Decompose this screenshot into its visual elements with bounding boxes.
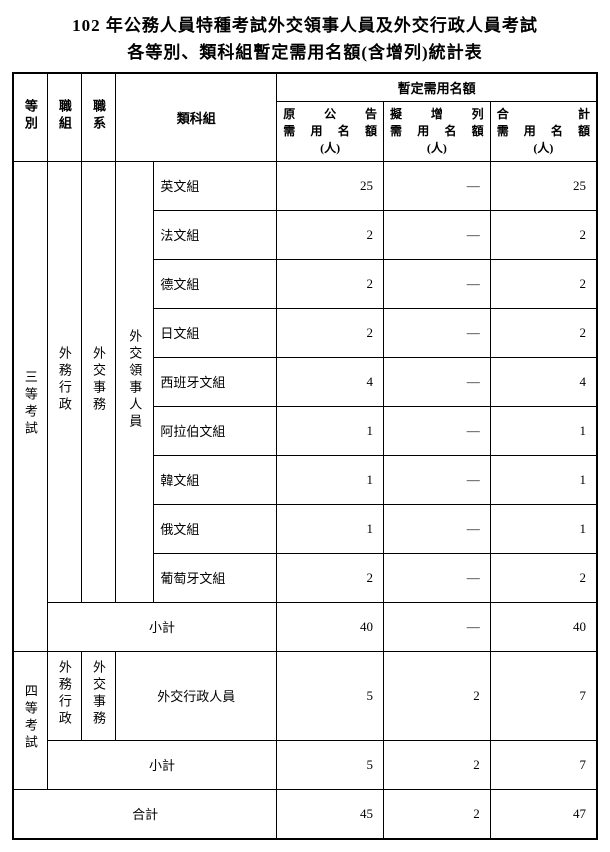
cell-a: 2 [277,308,384,357]
cell-cat-name: 俄文組 [154,504,277,553]
title-line-2: 各等別、類科組暫定需用名額(含增列)統計表 [127,43,482,62]
hdr-col2: 擬 增 列 需 用 名 額 (人) [383,102,490,161]
cell-c: 2 [490,553,597,602]
cell-catprefix3: 外交領事人員 [116,161,154,602]
cell-cat-name: 德文組 [154,259,277,308]
cell-cat-name: 英文組 [154,161,277,210]
cell-b: — [383,259,490,308]
hdr-col1: 原 公 告 需 用 名 額 (人) [277,102,384,161]
cell-a: 5 [277,651,384,740]
cell-cat-name: 葡萄牙文組 [154,553,277,602]
cell-a: 1 [277,455,384,504]
cell-b: — [383,161,490,210]
table-row: 三等考試 外務行政 外交事務 外交領事人員 英文組 25 — 25 [13,161,597,210]
cell-a: 25 [277,161,384,210]
cell-level3: 三等考試 [13,161,47,651]
subtotal-label: 小計 [47,602,277,651]
cell-c: 7 [490,651,597,740]
cell-c: 1 [490,455,597,504]
cell-a: 2 [277,210,384,259]
cell-a: 1 [277,406,384,455]
hdr-quota-group: 暫定需用名額 [277,73,597,102]
cell-b: — [383,308,490,357]
hdr-job-group: 職組 [47,73,81,161]
cell-level4: 四等考試 [13,651,47,789]
cell-c: 1 [490,504,597,553]
cell-c: 2 [490,308,597,357]
subtotal-row: 小計 40 — 40 [13,602,597,651]
cell-jobseries4: 外交事務 [81,651,115,740]
cell-a: 40 [277,602,384,651]
cell-a: 4 [277,357,384,406]
doc-title: 102 年公務人員特種考試外交領事人員及外交行政人員考試 各等別、類科組暫定需用… [12,12,598,66]
cell-cat-name: 法文組 [154,210,277,259]
hdr-job-series: 職系 [81,73,115,161]
cell-cat-name: 日文組 [154,308,277,357]
cell-c: 25 [490,161,597,210]
cell-c: 47 [490,789,597,839]
cell-jobgroup4: 外務行政 [47,651,81,740]
cell-a: 1 [277,504,384,553]
cell-b: — [383,455,490,504]
cell-c: 7 [490,740,597,789]
cell-c: 4 [490,357,597,406]
cell-b: — [383,357,490,406]
cell-c: 1 [490,406,597,455]
cell-b: 2 [383,740,490,789]
cell-b: — [383,553,490,602]
cell-cat-name: 西班牙文組 [154,357,277,406]
cell-jobseries3: 外交事務 [81,161,115,602]
hdr-category: 類科組 [116,73,277,161]
title-line-1: 102 年公務人員特種考試外交領事人員及外交行政人員考試 [72,16,538,35]
cell-b: 2 [383,789,490,839]
cell-a: 2 [277,553,384,602]
cell-c: 2 [490,210,597,259]
total-row: 合計 45 2 47 [13,789,597,839]
cell-b: — [383,210,490,259]
hdr-col3: 合 計 需 用 名 額 (人) [490,102,597,161]
cell-cat-name: 阿拉伯文組 [154,406,277,455]
table-row: 四等考試 外務行政 外交事務 外交行政人員 5 2 7 [13,651,597,740]
cell-b: 2 [383,651,490,740]
cell-cat-name: 外交行政人員 [116,651,277,740]
hdr-level: 等別 [13,73,47,161]
cell-b: — [383,406,490,455]
subtotal-label: 小計 [47,740,277,789]
cell-jobgroup3: 外務行政 [47,161,81,602]
quota-table: 等別 職組 職系 類科組 暫定需用名額 原 公 告 需 用 名 額 (人) 擬 … [12,72,598,839]
cell-a: 2 [277,259,384,308]
cell-b: — [383,602,490,651]
total-label: 合計 [13,789,277,839]
cell-a: 45 [277,789,384,839]
cell-c: 40 [490,602,597,651]
cell-cat-name: 韓文組 [154,455,277,504]
cell-a: 5 [277,740,384,789]
cell-b: — [383,504,490,553]
cell-c: 2 [490,259,597,308]
subtotal-row: 小計 5 2 7 [13,740,597,789]
